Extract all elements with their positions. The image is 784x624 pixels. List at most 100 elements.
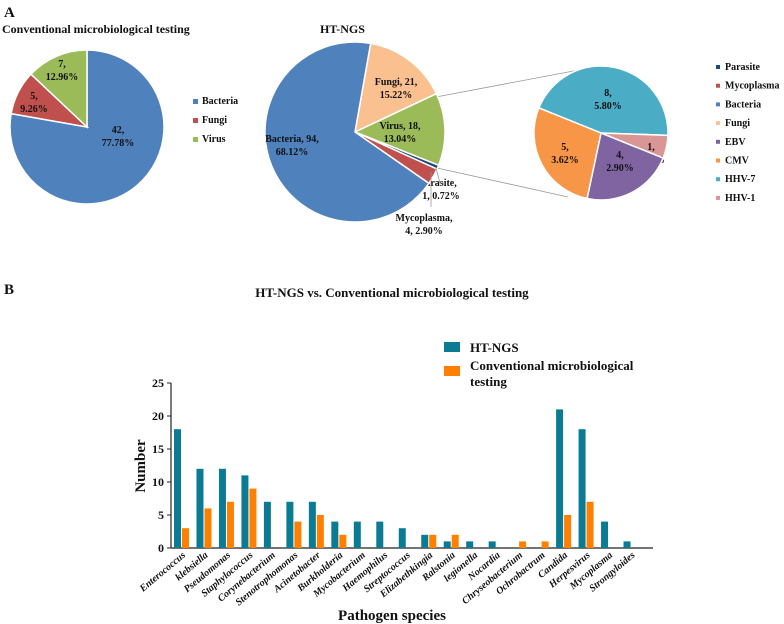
legend-label: Bacteria (725, 99, 761, 110)
legend-swatch (716, 121, 720, 126)
pie-slice-bacteria (9, 49, 165, 205)
bar-conventional (451, 534, 459, 548)
bar-ht-ngs (443, 541, 451, 548)
legend-label: CMV (725, 156, 750, 167)
slice-label: 5, (561, 142, 569, 153)
slice-pct: 15.22% (380, 90, 413, 101)
slice-label: 8, (604, 88, 612, 99)
slice-pct: 5.80% (594, 101, 622, 112)
slice-label: 1, (647, 142, 655, 153)
legend-label: Bacteria (202, 96, 238, 107)
legend-label: HHV-1 (725, 193, 755, 204)
pie-slice-virus (353, 92, 446, 167)
bar-ht-ngs (488, 541, 496, 548)
slice-pct: 13.04% (384, 134, 417, 145)
y-tick-label: 15 (152, 442, 164, 456)
bar-conventional (519, 541, 527, 548)
bar-conventional (226, 501, 234, 548)
pie-slice-ebv (586, 131, 665, 201)
legend-swatch (193, 118, 198, 123)
slice-pct: 1, 0.72% (422, 191, 460, 202)
pie-slice-fungi (354, 42, 438, 134)
bar-conventional (182, 528, 189, 548)
pie-slice-bacteria (264, 41, 430, 223)
slice-pct: 3.62% (551, 155, 579, 166)
legend-label: Fungi (725, 118, 750, 129)
legend-label: Mycoplasma (725, 81, 779, 92)
slice-pct: 77.78% (102, 138, 135, 149)
pie-slice-hhv-7 (537, 65, 669, 137)
bar-conventional (586, 501, 594, 548)
slice-label: 5, (30, 91, 38, 102)
bar-conventional (564, 515, 572, 548)
legend-label: testing (470, 374, 507, 389)
slice-label: 7, (58, 59, 66, 70)
y-tick-label: 20 (152, 409, 164, 423)
panel-label-a: A (4, 5, 15, 21)
bar-conventional (294, 521, 302, 548)
slice-label: 42, (112, 125, 125, 136)
slice-pct: 4, 2.90% (405, 226, 443, 237)
legend-swatch (193, 99, 198, 104)
legend-swatch (193, 137, 198, 142)
legend-swatch (716, 195, 720, 200)
legend-swatch (716, 65, 720, 69)
bar-ht-ngs (398, 528, 406, 548)
legend-swatch (716, 177, 720, 182)
legend-label: Conventional microbiological (470, 358, 634, 373)
bar-ht-ngs (376, 521, 384, 548)
legend-label: HHV-7 (725, 174, 755, 185)
y-tick-label: 5 (158, 508, 164, 522)
bar-conventional (429, 534, 437, 548)
leader-line (435, 167, 445, 184)
connector-line (435, 65, 601, 98)
slice-pct: 12.96% (46, 72, 79, 83)
pie-slice-cmv (533, 106, 602, 200)
slice-label: Virus, 18, (379, 121, 421, 132)
bar-conventional (339, 534, 347, 548)
bar-ht-ngs (578, 429, 586, 548)
legend-label: Parasite (725, 62, 761, 73)
y-tick-label: 10 (152, 475, 164, 489)
legend-label: HT-NGS (470, 340, 519, 355)
legend-label: EBV (725, 137, 746, 148)
legend-swatch (716, 83, 720, 88)
bar-ht-ngs (263, 501, 271, 548)
slice-pct: 2.90% (606, 163, 634, 174)
panel-label-b: B (4, 282, 14, 298)
bar-ht-ngs (623, 541, 631, 548)
slice-label: 4, (616, 150, 624, 161)
slice-label: Fungi, 21, (375, 77, 418, 88)
slice-pct: 68.12% (276, 147, 309, 158)
bar-ht-ngs (466, 541, 474, 548)
legend-swatch-ht-ngs (444, 342, 460, 352)
legend-swatch (716, 158, 720, 163)
y-tick-label: 0 (158, 541, 164, 555)
bar-title: HT-NGS vs. Conventional microbiological … (255, 285, 529, 300)
bar-ylabel: Number (133, 439, 149, 493)
connector-line (436, 167, 569, 198)
bar-conventional (316, 515, 324, 548)
pie-slice-virus (29, 49, 88, 129)
bar-ht-ngs (241, 475, 249, 548)
bar-ht-ngs (556, 409, 564, 548)
bar-ht-ngs (601, 521, 609, 548)
slice-label: Bacteria, 94, (265, 134, 319, 145)
slice-pct: 9.26% (20, 104, 48, 115)
bar-ht-ngs (331, 521, 339, 548)
legend-swatch (716, 139, 720, 144)
legend-swatch-conventional (444, 366, 460, 376)
y-tick-label: 25 (152, 376, 164, 390)
bar-ht-ngs (286, 501, 294, 548)
bar-ht-ngs (353, 521, 361, 548)
bar-ht-ngs (308, 501, 316, 548)
legend-label: Virus (202, 134, 226, 145)
bar-ht-ngs (196, 468, 204, 548)
bar-ht-ngs (421, 534, 429, 548)
slice-label: Mycoplasma, (396, 213, 453, 224)
bar-ht-ngs (174, 429, 181, 548)
bar-conventional (249, 488, 257, 548)
bar-conventional (204, 508, 212, 548)
bar-ht-ngs (218, 468, 226, 548)
